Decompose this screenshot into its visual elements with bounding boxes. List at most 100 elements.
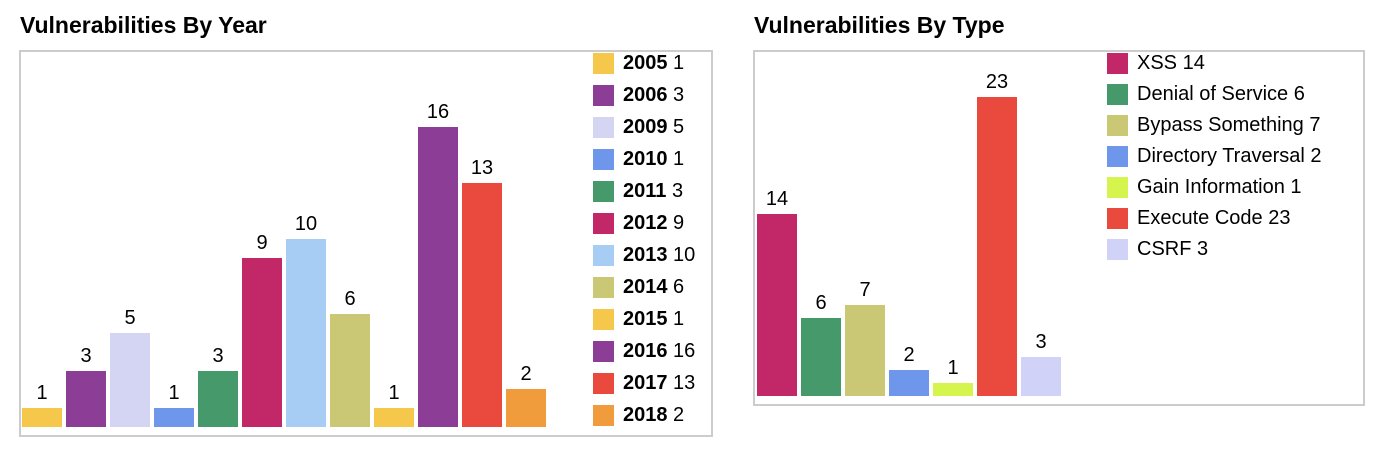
legend-swatch xyxy=(593,149,614,170)
bar-group-2006: 3 xyxy=(66,345,106,427)
bar-2011 xyxy=(198,371,238,427)
legend-swatch xyxy=(593,117,614,138)
bar-group-2014: 6 xyxy=(330,288,370,427)
chart-plot-area-by-year: 1 3 5 1 3 9 10 6 1 16 13 2 2005 1 2006 3 2009 5 2010 1… xyxy=(19,50,713,437)
bar-group-2013: 10 xyxy=(286,213,326,427)
bar-2014 xyxy=(330,314,370,427)
legend-swatch xyxy=(593,309,614,330)
legend-swatch xyxy=(593,277,614,298)
legend-label: 2015 1 xyxy=(623,308,685,330)
legend-swatch xyxy=(593,245,614,266)
legend-label: 2016 16 xyxy=(623,340,696,362)
bar-2010 xyxy=(154,408,194,427)
bar-value-label: 10 xyxy=(294,213,318,235)
legend-swatch xyxy=(593,373,614,394)
bar-value-label: 1 xyxy=(947,357,959,379)
bar-value-label: 1 xyxy=(36,382,48,404)
bar-bypass-something xyxy=(845,305,885,396)
legend-swatch xyxy=(1107,146,1128,167)
legend-label: 2013 10 xyxy=(623,244,696,266)
legend-item-2013: 2013 10 xyxy=(593,245,695,266)
legend-label: 2014 6 xyxy=(623,276,685,298)
bar-value-label: 13 xyxy=(470,157,494,179)
chart-title-vulnerabilities-by-type: Vulnerabilities By Type xyxy=(754,12,1005,38)
legend-label: 2012 9 xyxy=(623,212,685,234)
bar-group-2011: 3 xyxy=(198,345,238,427)
bar-group-gain-information: 1 xyxy=(933,357,973,396)
legend-by-type: XSS 14 Denial of Service 6 Bypass Somethin… xyxy=(1107,53,1322,260)
bar-group-2016: 16 xyxy=(418,101,458,427)
bar-group-csrf: 3 xyxy=(1021,331,1061,396)
legend-swatch xyxy=(593,405,614,426)
legend-label: Directory Traversal 2 xyxy=(1137,145,1322,167)
legend-item-2006: 2006 3 xyxy=(593,85,695,106)
legend-item-2011: 2011 3 xyxy=(593,181,695,202)
legend-item-2010: 2010 1 xyxy=(593,149,695,170)
legend-swatch xyxy=(593,53,614,74)
bar-group-2017: 13 xyxy=(462,157,502,427)
bar-value-label: 3 xyxy=(212,345,224,367)
legend-item-bypass-something: Bypass Something 7 xyxy=(1107,115,1322,136)
bar-value-label: 6 xyxy=(344,288,356,310)
legend-swatch xyxy=(593,213,614,234)
legend-swatch xyxy=(593,341,614,362)
legend-item-2009: 2009 5 xyxy=(593,117,695,138)
bar-value-label: 5 xyxy=(124,307,136,329)
legend-swatch xyxy=(1107,208,1128,229)
legend-label: 2006 3 xyxy=(623,84,685,106)
bars-container-by-year: 1 3 5 1 3 9 10 6 1 16 13 2 xyxy=(22,101,546,427)
bar-group-xss: 14 xyxy=(757,188,797,396)
bar-2006 xyxy=(66,371,106,427)
chart-plot-area-by-type: 14 6 7 2 1 23 3 XSS 14 Denial of Service 6 Bypas… xyxy=(753,50,1365,406)
bar-group-bypass-something: 7 xyxy=(845,279,885,396)
legend-item-2016: 2016 16 xyxy=(593,341,695,362)
bar-execute-code xyxy=(977,97,1017,396)
legend-item-csrf: CSRF 3 xyxy=(1107,239,1322,260)
bar-value-label: 2 xyxy=(903,344,915,366)
legend-item-directory-traversal: Directory Traversal 2 xyxy=(1107,146,1322,167)
bar-group-execute-code: 23 xyxy=(977,71,1017,396)
legend-item-2017: 2017 13 xyxy=(593,373,695,394)
bar-2016 xyxy=(418,127,458,427)
legend-label: 2018 2 xyxy=(623,404,685,426)
legend-label: Denial of Service 6 xyxy=(1137,83,1305,105)
legend-label: Gain Information 1 xyxy=(1137,176,1302,198)
bar-gain-information xyxy=(933,383,973,396)
bar-value-label: 3 xyxy=(80,345,92,367)
bar-value-label: 16 xyxy=(426,101,450,123)
legend-swatch xyxy=(1107,53,1128,74)
bar-group-2010: 1 xyxy=(154,382,194,427)
legend-item-xss: XSS 14 xyxy=(1107,53,1322,74)
bar-2009 xyxy=(110,333,150,427)
legend-by-year: 2005 1 2006 3 2009 5 2010 1 2011 3 2012 9 2013… xyxy=(593,53,695,426)
legend-label: 2009 5 xyxy=(623,116,685,138)
legend-swatch xyxy=(1107,115,1128,136)
bar-value-label: 1 xyxy=(388,382,400,404)
legend-item-execute-code: Execute Code 23 xyxy=(1107,208,1322,229)
bar-group-2018: 2 xyxy=(506,363,546,427)
bar-directory-traversal xyxy=(889,370,929,396)
bar-2012 xyxy=(242,258,282,427)
bar-value-label: 7 xyxy=(859,279,871,301)
legend-label: XSS 14 xyxy=(1137,52,1205,74)
bar-value-label: 1 xyxy=(168,382,180,404)
bar-group-2009: 5 xyxy=(110,307,150,427)
legend-item-gain-information: Gain Information 1 xyxy=(1107,177,1322,198)
legend-swatch xyxy=(593,85,614,106)
legend-swatch xyxy=(1107,239,1128,260)
legend-label: Execute Code 23 xyxy=(1137,207,1291,229)
bar-group-denial-of-service: 6 xyxy=(801,292,841,396)
legend-swatch xyxy=(1107,84,1128,105)
bars-container-by-type: 14 6 7 2 1 23 3 xyxy=(757,71,1061,396)
legend-item-denial-of-service: Denial of Service 6 xyxy=(1107,84,1322,105)
bar-2005 xyxy=(22,408,62,427)
bar-value-label: 9 xyxy=(256,232,268,254)
bar-csrf xyxy=(1021,357,1061,396)
legend-label: 2017 13 xyxy=(623,372,696,394)
bar-2015 xyxy=(374,408,414,427)
bar-value-label: 3 xyxy=(1035,331,1047,353)
bar-group-2012: 9 xyxy=(242,232,282,427)
bar-2018 xyxy=(506,389,546,427)
bar-2017 xyxy=(462,183,502,427)
